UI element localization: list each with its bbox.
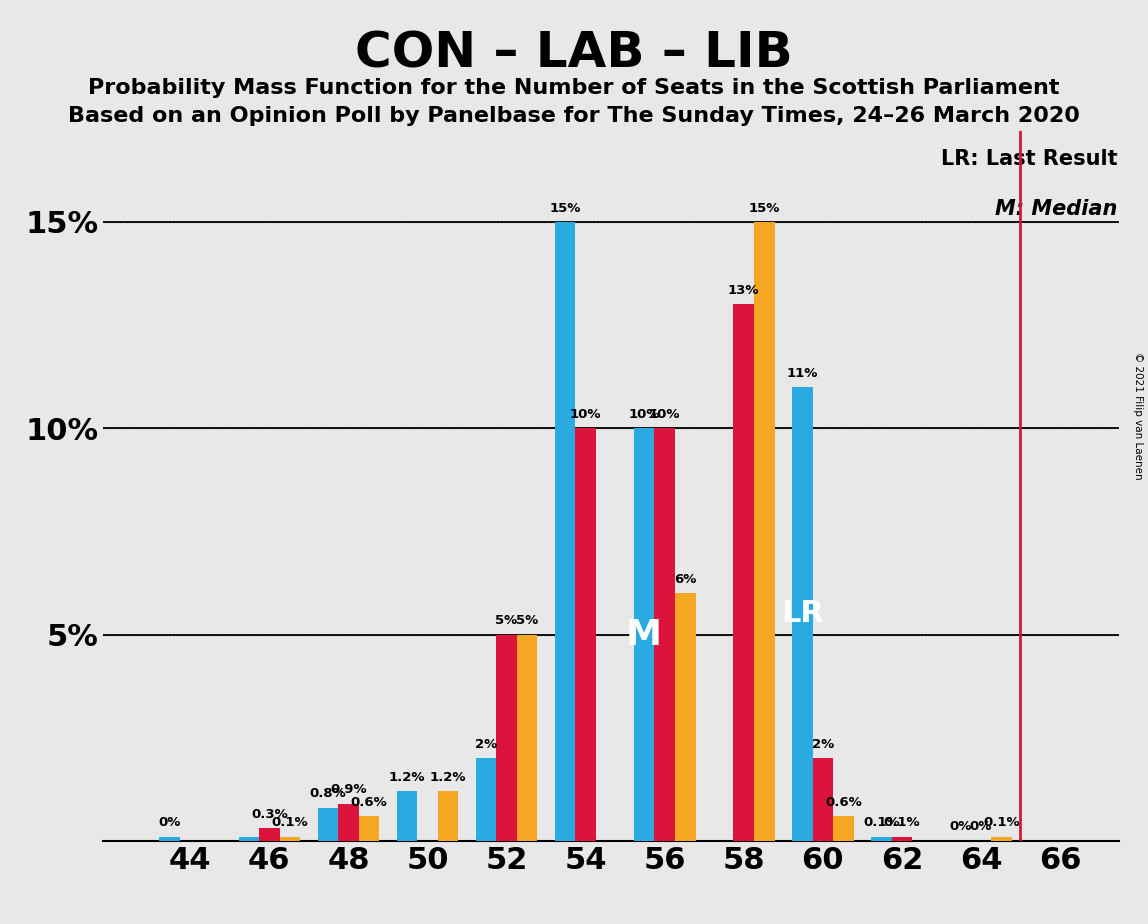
Bar: [654, 428, 675, 841]
Text: 0.9%: 0.9%: [331, 784, 366, 796]
Text: M: Median: M: Median: [995, 199, 1117, 219]
Bar: [575, 428, 596, 841]
Bar: [754, 222, 775, 841]
Text: Probability Mass Function for the Number of Seats in the Scottish Parliament: Probability Mass Function for the Number…: [88, 78, 1060, 98]
Bar: [496, 635, 517, 841]
Text: 0.6%: 0.6%: [825, 796, 862, 808]
Bar: [991, 837, 1011, 841]
Text: 0%: 0%: [949, 821, 971, 833]
Bar: [554, 222, 575, 841]
Bar: [517, 635, 537, 841]
Text: 0.3%: 0.3%: [251, 808, 288, 821]
Bar: [318, 808, 339, 841]
Text: 13%: 13%: [728, 284, 760, 297]
Text: 15%: 15%: [550, 201, 581, 214]
Bar: [339, 804, 358, 841]
Bar: [358, 816, 379, 841]
Text: M: M: [626, 617, 662, 651]
Text: LR: LR: [781, 600, 823, 628]
Text: 0%: 0%: [158, 816, 181, 829]
Bar: [675, 593, 696, 841]
Text: CON – LAB – LIB: CON – LAB – LIB: [355, 30, 793, 78]
Text: 10%: 10%: [569, 407, 602, 420]
Bar: [871, 837, 892, 841]
Text: 0.8%: 0.8%: [310, 787, 347, 800]
Text: Based on an Opinion Poll by Panelbase for The Sunday Times, 24–26 March 2020: Based on an Opinion Poll by Panelbase fo…: [68, 106, 1080, 127]
Bar: [437, 791, 458, 841]
Bar: [634, 428, 654, 841]
Bar: [259, 829, 280, 841]
Bar: [833, 816, 854, 841]
Text: 6%: 6%: [674, 573, 697, 586]
Text: 10%: 10%: [649, 407, 681, 420]
Bar: [734, 305, 754, 841]
Text: 10%: 10%: [628, 407, 660, 420]
Text: 0%: 0%: [970, 821, 992, 833]
Text: 0.1%: 0.1%: [884, 816, 921, 829]
Text: 2%: 2%: [475, 738, 497, 751]
Text: 15%: 15%: [748, 201, 779, 214]
Bar: [160, 837, 180, 841]
Text: 5%: 5%: [515, 614, 538, 627]
Text: © 2021 Filip van Laenen: © 2021 Filip van Laenen: [1133, 352, 1142, 480]
Text: 0.6%: 0.6%: [350, 796, 387, 808]
Bar: [813, 759, 833, 841]
Text: LR: Last Result: LR: Last Result: [940, 149, 1117, 169]
Bar: [892, 837, 913, 841]
Bar: [397, 791, 417, 841]
Text: 0.1%: 0.1%: [272, 816, 308, 829]
Text: 2%: 2%: [812, 738, 833, 751]
Bar: [792, 387, 813, 841]
Text: 5%: 5%: [496, 614, 518, 627]
Text: 0.1%: 0.1%: [983, 816, 1019, 829]
Bar: [239, 837, 259, 841]
Bar: [475, 759, 496, 841]
Text: 1.2%: 1.2%: [429, 771, 466, 784]
Text: 11%: 11%: [786, 367, 817, 380]
Bar: [280, 837, 300, 841]
Text: 0.1%: 0.1%: [863, 816, 900, 829]
Text: 1.2%: 1.2%: [389, 771, 425, 784]
